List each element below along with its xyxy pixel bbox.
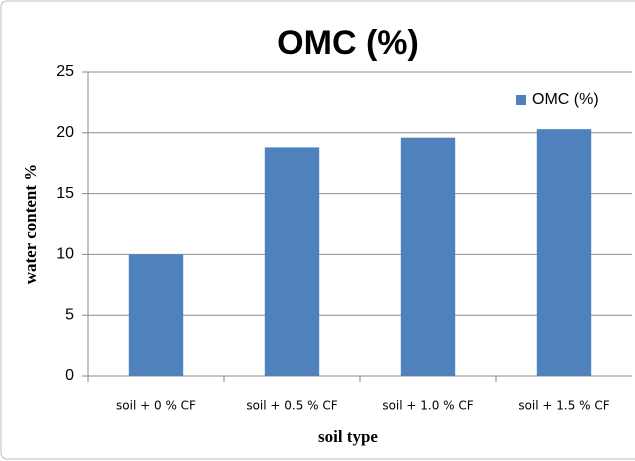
y-tick-label: 5 bbox=[65, 306, 74, 323]
y-tick-label: 20 bbox=[56, 124, 74, 141]
x-tick-label: soil + 0.5 % CF bbox=[246, 399, 337, 413]
bar bbox=[400, 137, 456, 376]
x-axis-title: soil type bbox=[318, 427, 378, 446]
x-tick-label: soil + 0 % CF bbox=[116, 399, 196, 413]
y-axis-title: water content % bbox=[21, 164, 40, 285]
bar bbox=[536, 129, 592, 376]
x-tick-label: soil + 1.0 % CF bbox=[382, 399, 473, 413]
x-tick-label: soil + 1.5 % CF bbox=[518, 399, 609, 413]
legend-swatch bbox=[516, 95, 526, 105]
bar bbox=[128, 254, 184, 376]
y-tick-label: 10 bbox=[56, 246, 74, 263]
y-tick-label: 15 bbox=[56, 185, 74, 202]
y-tick-label: 0 bbox=[65, 367, 74, 384]
bar bbox=[264, 147, 320, 376]
legend-label: OMC (%) bbox=[532, 91, 599, 108]
y-tick-label: 25 bbox=[56, 63, 74, 80]
chart-title: OMC (%) bbox=[277, 24, 419, 62]
